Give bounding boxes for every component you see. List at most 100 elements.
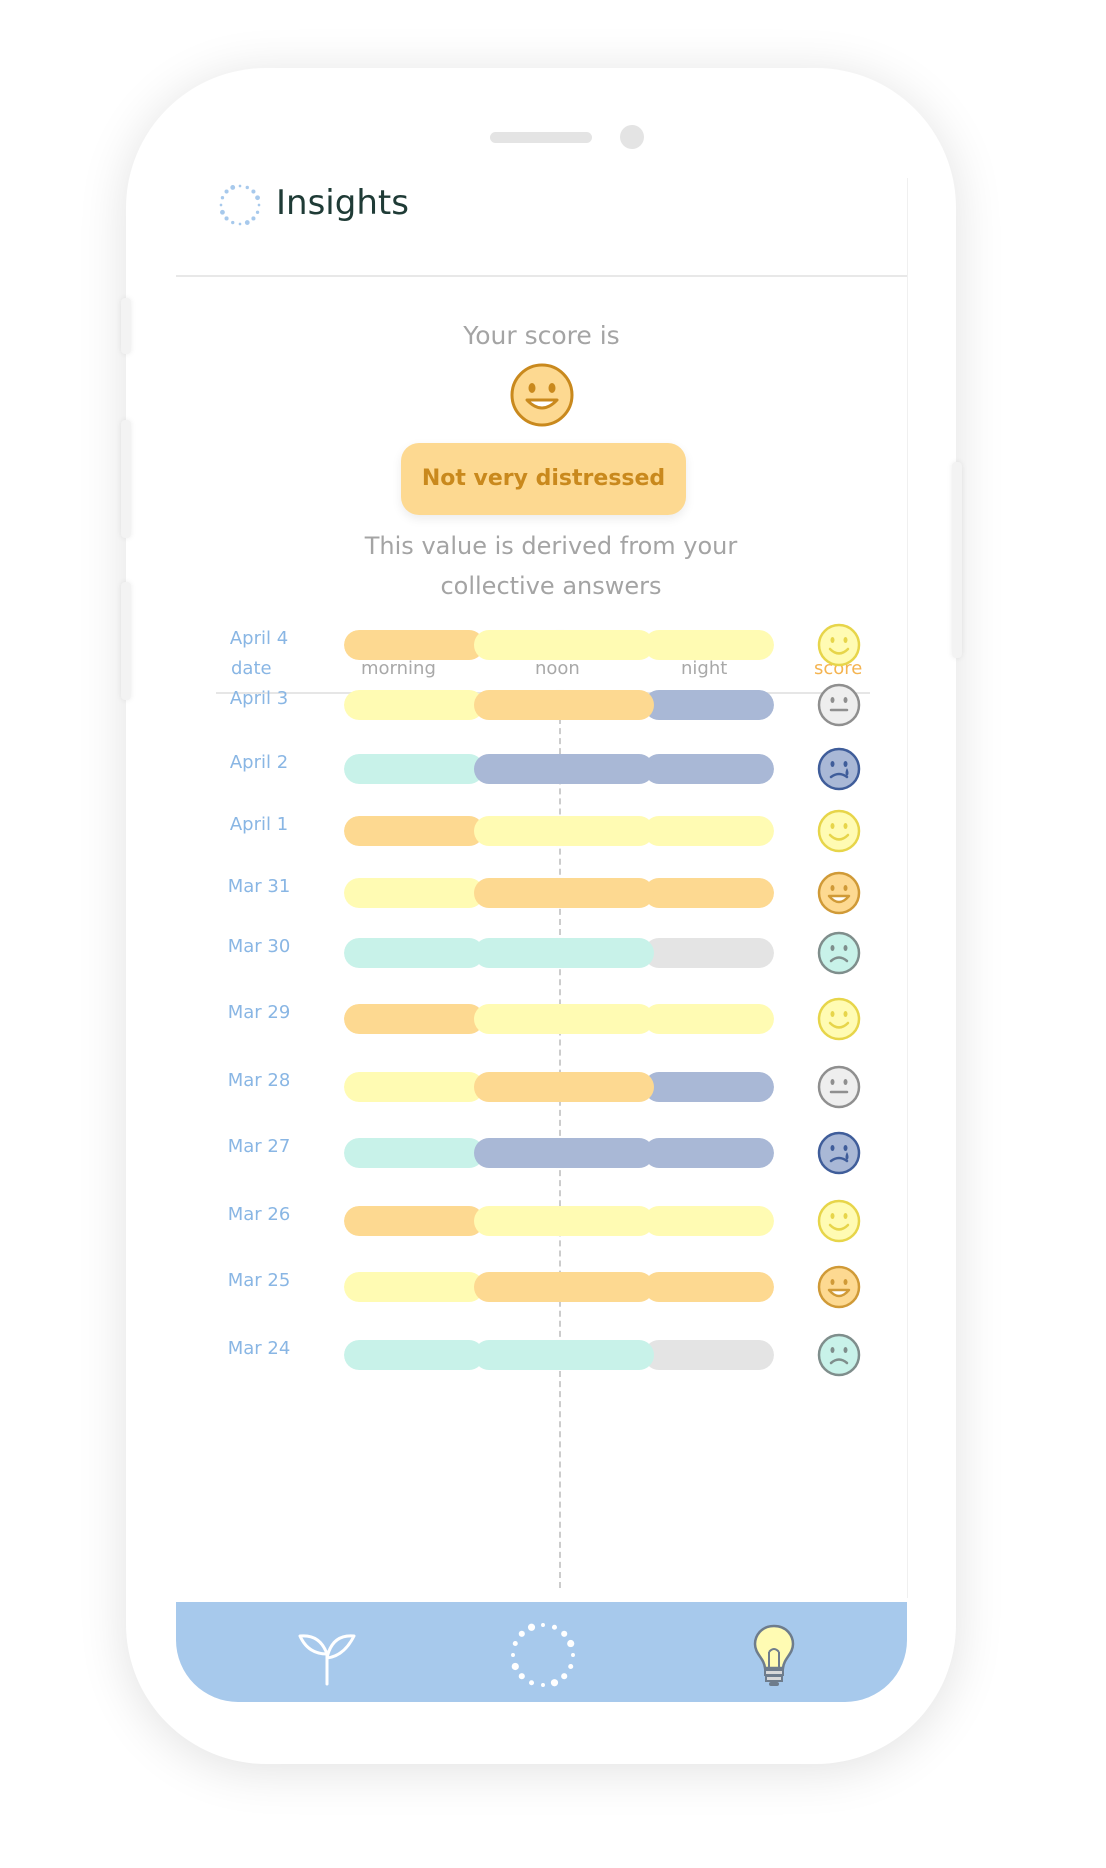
smile-face-icon — [817, 1199, 861, 1243]
smile-face-icon — [817, 997, 861, 1041]
morning-segment — [344, 1272, 484, 1302]
smile-face-icon — [817, 809, 861, 853]
day-timeline-bar — [344, 1072, 774, 1102]
row-date: Mar 31 — [227, 876, 291, 897]
morning-segment — [344, 1072, 484, 1102]
row-date: Mar 25 — [227, 1270, 291, 1291]
neutral-face-icon — [817, 683, 861, 727]
morning-segment — [344, 878, 484, 908]
bottom-nav — [176, 1602, 907, 1702]
lightbulb-icon[interactable] — [751, 1622, 797, 1688]
noon-segment — [474, 816, 654, 846]
day-timeline-bar — [344, 816, 774, 846]
side-button-power — [952, 462, 962, 658]
night-segment — [644, 938, 774, 968]
morning-segment — [344, 938, 484, 968]
score-label: Your score is — [463, 321, 620, 350]
grin-face-icon — [817, 871, 861, 915]
noon-segment — [474, 938, 654, 968]
history-row[interactable]: Mar 26 — [176, 1186, 907, 1246]
cry-face-icon — [817, 1131, 861, 1175]
row-date: Mar 30 — [227, 936, 291, 957]
noon-segment — [474, 878, 654, 908]
status-badge: Not very distressed — [401, 443, 686, 515]
day-timeline-bar — [344, 630, 774, 660]
day-timeline-bar — [344, 1340, 774, 1370]
night-segment — [644, 878, 774, 908]
app-screen: Insights Your score is Not very distress… — [176, 178, 907, 1702]
row-date: April 2 — [229, 752, 289, 773]
column-header-night: night — [681, 658, 728, 679]
noon-segment — [474, 690, 654, 720]
day-timeline-bar — [344, 878, 774, 908]
cry-face-icon — [817, 747, 861, 791]
night-segment — [644, 816, 774, 846]
neutral-face-icon — [817, 1065, 861, 1109]
history-row[interactable]: Mar 31 — [176, 858, 907, 918]
morning-segment — [344, 816, 484, 846]
morning-segment — [344, 1340, 484, 1370]
row-date: April 3 — [229, 688, 289, 709]
score-description: This value is derived from your collecti… — [364, 532, 738, 600]
noon-segment — [474, 1138, 654, 1168]
history-row[interactable]: April 1 — [176, 796, 907, 856]
history-row[interactable]: April 4 — [176, 610, 907, 670]
history-row[interactable]: Mar 27 — [176, 1118, 907, 1178]
history-row[interactable]: Mar 25 — [176, 1252, 907, 1312]
history-row[interactable]: April 3 — [176, 670, 907, 730]
row-date: Mar 28 — [227, 1070, 291, 1091]
night-segment — [644, 630, 774, 660]
grin-face-icon — [510, 363, 574, 427]
morning-segment — [344, 754, 484, 784]
history-row[interactable]: Mar 30 — [176, 918, 907, 978]
history-row[interactable]: Mar 29 — [176, 984, 907, 1044]
morning-segment — [344, 1138, 484, 1168]
noon-segment — [474, 1004, 654, 1034]
night-segment — [644, 1138, 774, 1168]
row-date: Mar 26 — [227, 1204, 291, 1225]
app-header: Insights — [176, 178, 907, 277]
side-button-volume-down — [121, 582, 131, 700]
row-date: April 4 — [229, 628, 289, 649]
sprout-icon[interactable] — [294, 1622, 360, 1686]
night-segment — [644, 690, 774, 720]
morning-segment — [344, 690, 484, 720]
row-date: Mar 29 — [227, 1002, 291, 1023]
history-row[interactable]: April 2 — [176, 734, 907, 794]
day-timeline-bar — [344, 938, 774, 968]
loader-logo-icon — [219, 184, 261, 226]
side-button-mute — [121, 298, 131, 354]
column-header-morning: morning — [361, 658, 436, 679]
loader-icon[interactable] — [506, 1618, 580, 1692]
night-segment — [644, 1072, 774, 1102]
day-timeline-bar — [344, 754, 774, 784]
speaker — [490, 132, 592, 143]
day-timeline-bar — [344, 1004, 774, 1034]
morning-segment — [344, 1004, 484, 1034]
grin-face-icon — [817, 1265, 861, 1309]
night-segment — [644, 1272, 774, 1302]
night-segment — [644, 754, 774, 784]
noon-segment — [474, 630, 654, 660]
sad-face-icon — [817, 1333, 861, 1377]
morning-segment — [344, 630, 484, 660]
noon-segment — [474, 1340, 654, 1370]
screen-edge — [906, 178, 908, 1598]
row-date: Mar 27 — [227, 1136, 291, 1157]
noon-segment — [474, 1206, 654, 1236]
night-segment — [644, 1004, 774, 1034]
noon-segment — [474, 1072, 654, 1102]
day-timeline-bar — [344, 690, 774, 720]
smile-face-icon — [817, 623, 861, 667]
history-row[interactable]: Mar 24 — [176, 1320, 907, 1380]
day-timeline-bar — [344, 1206, 774, 1236]
noon-segment — [474, 1272, 654, 1302]
camera — [620, 125, 644, 149]
page-title: Insights — [276, 183, 409, 223]
column-header-noon: noon — [535, 658, 580, 679]
history-row[interactable]: Mar 28 — [176, 1052, 907, 1112]
night-segment — [644, 1340, 774, 1370]
side-button-volume-up — [121, 420, 131, 538]
row-date: April 1 — [229, 814, 289, 835]
sad-face-icon — [817, 931, 861, 975]
